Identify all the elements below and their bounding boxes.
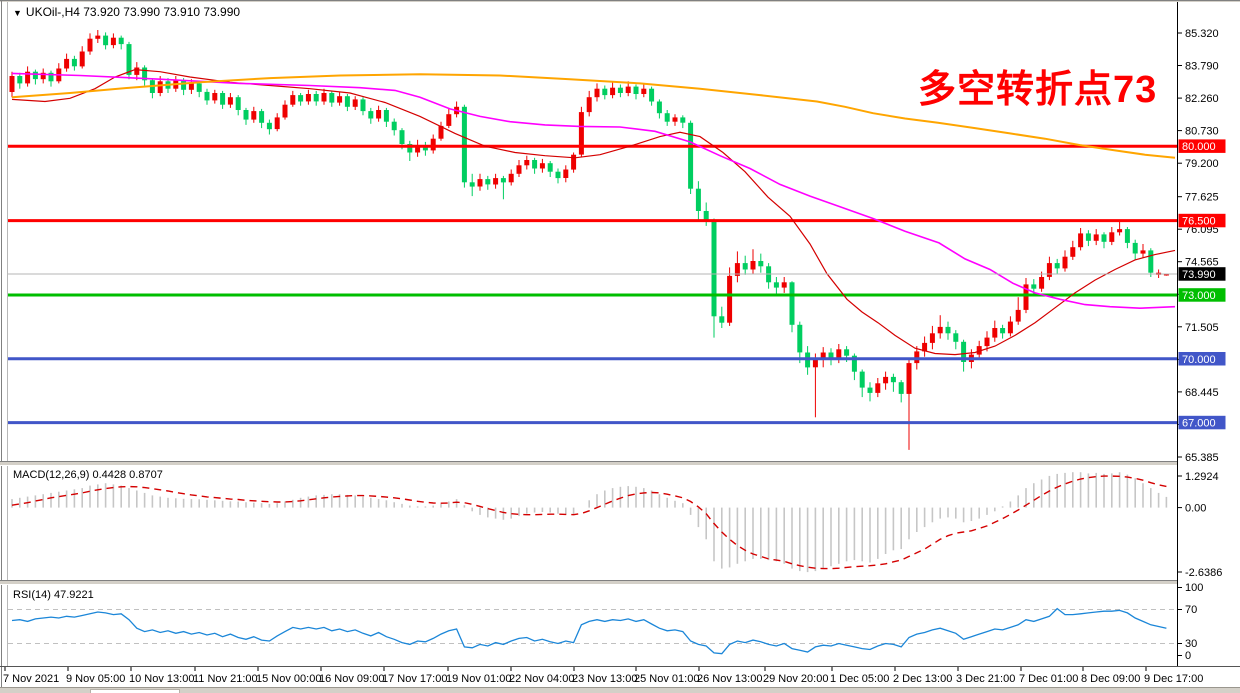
svg-text:68.445: 68.445 (1185, 387, 1219, 399)
level-lines[interactable] (8, 144, 1177, 425)
svg-text:67.000: 67.000 (1182, 418, 1216, 430)
moving-averages (11, 68, 1176, 356)
svg-text:70.000: 70.000 (1182, 354, 1216, 366)
svg-text:22 Nov 04:00: 22 Nov 04:00 (509, 673, 574, 685)
rsi-line (11, 607, 1167, 655)
rsi-axis: 100 70 300 (1177, 582, 1203, 662)
macd-histogram (11, 472, 1168, 573)
svg-text:73.990: 73.990 (1182, 269, 1216, 281)
symbol-ohlc-label: ▼ UKOil-,H4 73.920 73.990 73.910 73.990 (13, 5, 240, 19)
svg-text:76.500: 76.500 (1182, 216, 1216, 228)
svg-text:74.565: 74.565 (1185, 257, 1219, 269)
svg-text:0: 0 (1185, 650, 1191, 662)
ma-slow-orange (11, 73, 1176, 159)
svg-text:26 Nov 13:00: 26 Nov 13:00 (697, 673, 762, 685)
symbol-ohlc-text: UKOil-,H4 73.920 73.990 73.910 73.990 (25, 5, 241, 19)
svg-text:25 Nov 01:00: 25 Nov 01:00 (634, 673, 699, 685)
svg-text:23 Nov 13:00: 23 Nov 13:00 (572, 673, 637, 685)
svg-text:0.00: 0.00 (1185, 503, 1206, 515)
svg-text:65.385: 65.385 (1185, 452, 1219, 464)
annotation-text: 多空转折点73 (918, 69, 1158, 111)
svg-text:71.505: 71.505 (1185, 322, 1219, 334)
svg-text:79.200: 79.200 (1185, 158, 1219, 170)
svg-text:2 Dec 13:00: 2 Dec 13:00 (893, 673, 952, 685)
svg-text:10 Nov 13:00: 10 Nov 13:00 (129, 673, 194, 685)
macd-axis: 1.2924 0.00 -2.6386 (1177, 471, 1222, 579)
svg-text:8 Dec 09:00: 8 Dec 09:00 (1081, 673, 1140, 685)
svg-text:85.320: 85.320 (1185, 28, 1219, 40)
svg-text:19 Nov 01:00: 19 Nov 01:00 (446, 673, 511, 685)
svg-text:77.625: 77.625 (1185, 192, 1219, 204)
svg-text:30: 30 (1185, 638, 1197, 650)
svg-text:-2.6386: -2.6386 (1185, 567, 1222, 579)
svg-text:1.2924: 1.2924 (1185, 471, 1219, 483)
rsi-indicator-label: RSI(14) 47.9221 (13, 589, 94, 601)
macd-indicator-label: MACD(12,26,9) 0.4428 0.8707 (13, 469, 163, 481)
svg-text:100: 100 (1185, 582, 1203, 594)
ma-mid-magenta (11, 72, 1176, 310)
bottom-scrollbar[interactable] (0, 687, 1240, 693)
svg-text:3 Dec 21:00: 3 Dec 21:00 (956, 673, 1015, 685)
svg-text:82.260: 82.260 (1185, 93, 1219, 105)
svg-text:7 Dec 01:00: 7 Dec 01:00 (1019, 673, 1078, 685)
price-level-badges: 80.000 76.500 73.000 70.000 67.000 73.990 (1178, 139, 1226, 430)
svg-text:9 Nov 05:00: 9 Nov 05:00 (66, 673, 125, 685)
svg-text:73.000: 73.000 (1182, 290, 1216, 302)
svg-text:1 Dec 05:00: 1 Dec 05:00 (830, 673, 889, 685)
svg-text:11 Nov 21:00: 11 Nov 21:00 (193, 673, 258, 685)
svg-text:83.790: 83.790 (1185, 61, 1219, 73)
svg-text:17 Nov 17:00: 17 Nov 17:00 (382, 673, 447, 685)
svg-text:16 Nov 09:00: 16 Nov 09:00 (319, 673, 384, 685)
macd-signal-line (11, 475, 1167, 570)
scrollbar-thumb[interactable] (90, 689, 180, 693)
svg-text:80.000: 80.000 (1182, 141, 1216, 153)
svg-text:80.730: 80.730 (1185, 126, 1219, 138)
symbol-dropdown-icon[interactable]: ▼ (13, 8, 22, 18)
svg-text:29 Nov 20:00: 29 Nov 20:00 (763, 673, 828, 685)
svg-text:70: 70 (1185, 604, 1197, 616)
svg-text:7 Nov 2021: 7 Nov 2021 (3, 673, 59, 685)
svg-text:9 Dec 17:00: 9 Dec 17:00 (1144, 673, 1203, 685)
svg-text:15 Nov 00:00: 15 Nov 00:00 (256, 673, 321, 685)
